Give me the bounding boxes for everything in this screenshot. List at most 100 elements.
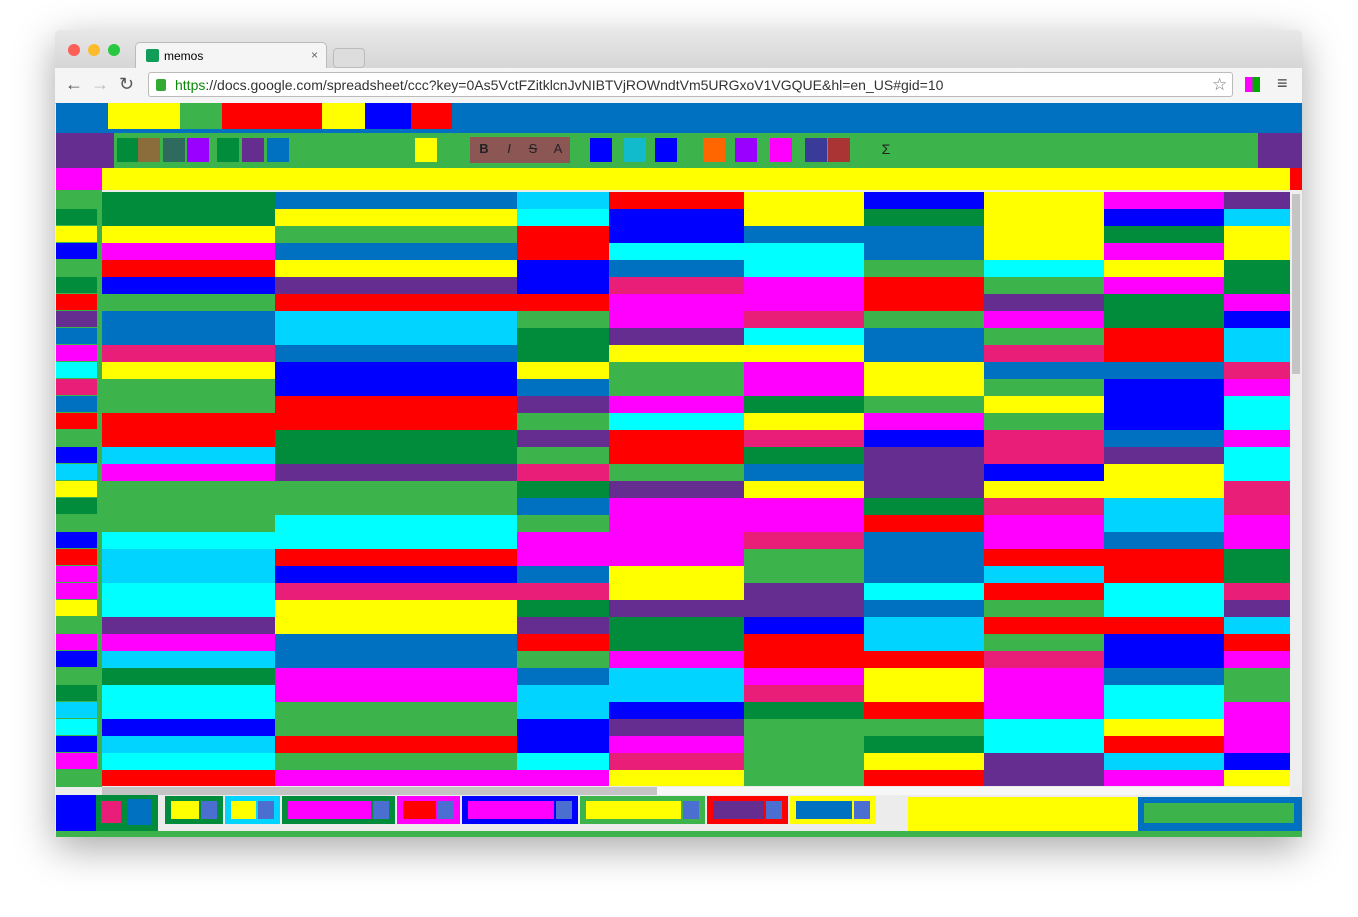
cell[interactable] [744, 583, 864, 617]
filter-button[interactable] [853, 138, 875, 162]
cell[interactable] [984, 294, 1104, 311]
cell[interactable] [984, 379, 1104, 396]
cell[interactable] [864, 736, 984, 753]
cell[interactable] [1104, 464, 1224, 498]
cell[interactable] [609, 753, 744, 770]
sheet-tab-dropdown-icon[interactable] [373, 801, 389, 819]
cell[interactable] [102, 753, 275, 770]
cell[interactable] [517, 464, 609, 481]
cell[interactable] [517, 209, 609, 226]
cell[interactable] [1104, 362, 1224, 379]
cell[interactable] [517, 362, 609, 379]
cell[interactable] [275, 396, 517, 430]
wrap-button[interactable] [770, 138, 792, 162]
cell[interactable] [984, 600, 1104, 617]
cell[interactable] [609, 396, 744, 413]
cell[interactable] [517, 498, 609, 515]
cell[interactable] [984, 549, 1104, 566]
cell[interactable] [609, 328, 744, 345]
cell[interactable] [517, 753, 609, 770]
cell[interactable] [275, 379, 517, 396]
cell[interactable] [102, 447, 275, 464]
name-box[interactable] [56, 168, 102, 190]
row-header[interactable] [56, 481, 97, 497]
cell[interactable] [102, 668, 275, 685]
cell[interactable] [609, 226, 744, 243]
cell[interactable] [275, 583, 517, 600]
cell[interactable] [275, 294, 517, 311]
add-sheet-button[interactable] [56, 795, 96, 831]
cell[interactable] [864, 498, 984, 515]
minimize-window-button[interactable] [88, 44, 100, 56]
cell[interactable] [609, 736, 744, 753]
new-tab-button[interactable] [333, 48, 365, 68]
cell[interactable] [275, 600, 517, 634]
cell[interactable] [1104, 260, 1224, 277]
cell[interactable] [609, 294, 744, 328]
cell[interactable] [517, 328, 609, 345]
cell[interactable] [744, 192, 864, 226]
chart-button[interactable] [828, 138, 850, 162]
cell[interactable] [609, 362, 744, 396]
zoom-button[interactable] [217, 138, 239, 162]
row-header[interactable] [56, 209, 97, 225]
cell[interactable] [1224, 362, 1290, 379]
cell[interactable] [517, 260, 609, 294]
cell[interactable] [744, 685, 864, 702]
cell[interactable] [1224, 753, 1290, 770]
row-header[interactable] [56, 192, 97, 208]
cell[interactable] [864, 328, 984, 362]
cell[interactable] [275, 226, 517, 243]
cell[interactable] [609, 192, 744, 209]
row-header[interactable] [56, 583, 97, 599]
cell[interactable] [517, 345, 609, 362]
cell[interactable] [1104, 192, 1224, 209]
cell[interactable] [102, 413, 275, 447]
cell[interactable] [275, 668, 517, 702]
cell[interactable] [1224, 294, 1290, 311]
cell[interactable] [984, 702, 1104, 719]
merge-button[interactable] [655, 138, 677, 162]
cell[interactable] [102, 719, 275, 736]
row-header[interactable] [56, 549, 97, 565]
cell[interactable] [984, 668, 1104, 702]
cell[interactable] [984, 719, 1104, 753]
cell[interactable] [1104, 617, 1224, 634]
cell[interactable] [984, 651, 1104, 668]
cell[interactable] [102, 464, 275, 481]
italic-button[interactable]: I [507, 141, 511, 156]
sheet-tab-dropdown-icon[interactable] [438, 801, 454, 819]
cell[interactable] [864, 617, 984, 651]
format-button[interactable] [242, 138, 264, 162]
cell[interactable] [744, 413, 864, 430]
cell[interactable] [984, 362, 1104, 379]
cell[interactable] [1104, 226, 1224, 243]
cell[interactable] [744, 328, 864, 345]
cell[interactable] [275, 277, 517, 294]
cell[interactable] [864, 600, 984, 617]
cell[interactable] [275, 260, 517, 277]
cell[interactable] [1104, 243, 1224, 260]
cell[interactable] [517, 413, 609, 430]
undo-button[interactable] [138, 138, 160, 162]
cell[interactable] [609, 413, 744, 430]
cell[interactable] [984, 583, 1104, 600]
cell[interactable] [984, 498, 1104, 515]
cell[interactable] [102, 226, 275, 243]
horizontal-scrollbar[interactable] [102, 787, 1290, 795]
cell[interactable] [864, 481, 984, 498]
cell[interactable] [102, 260, 275, 277]
cell[interactable] [609, 600, 744, 617]
row-header[interactable] [56, 277, 97, 293]
cell[interactable] [1104, 498, 1224, 532]
cell[interactable] [275, 515, 517, 549]
cell[interactable] [275, 345, 517, 362]
cell[interactable] [1224, 617, 1290, 634]
menu-item[interactable] [180, 103, 222, 129]
row-header[interactable] [56, 464, 97, 480]
cell[interactable] [1104, 294, 1224, 328]
row-header[interactable] [56, 702, 97, 718]
cell[interactable] [744, 447, 864, 464]
row-header[interactable] [56, 668, 97, 684]
cell[interactable] [275, 311, 517, 345]
